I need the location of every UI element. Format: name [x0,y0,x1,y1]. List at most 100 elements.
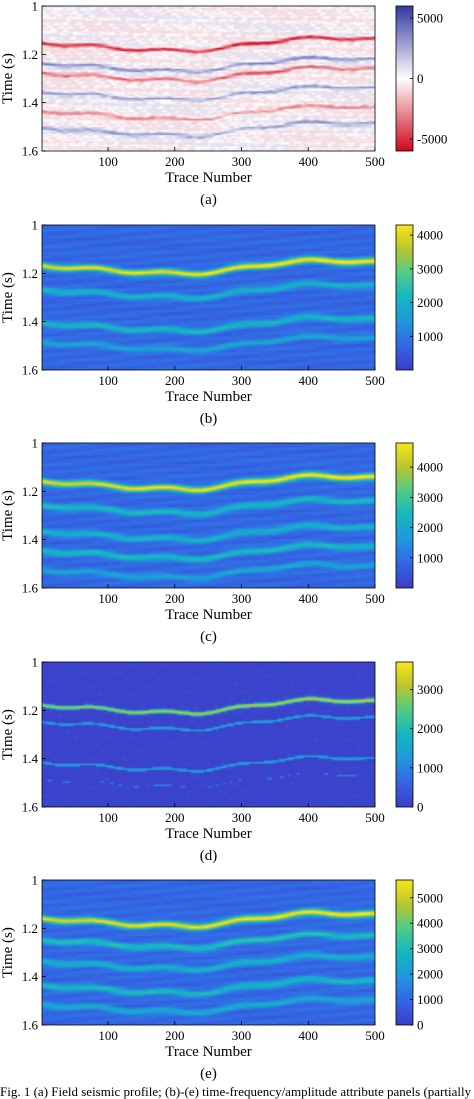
y-axis-label: Time (s) [0,927,16,978]
y-tick-label: 1.4 [22,532,39,547]
panel-label: (b) [200,411,218,427]
x-tick-label: 500 [365,1028,385,1043]
x-tick-label: 500 [365,154,385,169]
y-tick-label: 1 [32,218,39,233]
y-tick-label: 1.6 [22,144,39,159]
x-tick-label: 100 [98,154,118,169]
x-tick-label: 300 [232,373,252,388]
y-tick-label: 1.4 [22,95,39,110]
x-axis-label: Trace Number [165,1044,252,1060]
x-tick-label: 100 [98,591,118,606]
figure-caption: Fig. 1 (a) Field seismic profile; (b)-(e… [0,1085,474,1099]
x-tick-label: 200 [165,154,185,169]
y-tick-label: 1 [32,436,39,451]
colorbar-tick-label: 5000 [417,890,443,905]
y-tick-label: 1.2 [22,47,38,62]
colorbar-tick-label: 1000 [417,992,443,1007]
colorbar [396,880,413,1025]
axes-frame [41,879,376,1026]
colorbar-frame [395,442,414,589]
x-tick-label: 400 [299,154,319,169]
axes-frame [41,5,376,152]
y-tick-label: 1 [32,655,39,670]
y-tick-label: 1.4 [22,751,39,766]
y-tick-label: 1.4 [22,314,39,329]
x-axis-label: Trace Number [165,826,252,842]
colorbar-frame [395,879,414,1026]
colorbar-frame [395,224,414,371]
x-tick-label: 200 [165,591,185,606]
y-tick-label: 1 [32,873,39,888]
y-tick-label: 1.2 [22,703,38,718]
x-tick-label: 100 [98,810,118,825]
panel-4: 100 200 300 400 500 1 1.2 1.4 1.6 Trace Number Tim… [0,655,443,865]
colorbar-frame [395,661,414,808]
axes-frame [41,442,376,589]
heatmap-image [42,880,375,1025]
colorbar-tick-label: 2000 [417,721,443,736]
y-axis-label: Time (s) [0,709,16,760]
y-axis-label: Time (s) [0,272,16,323]
panel-label: (c) [200,629,217,645]
y-tick-label: 1.4 [22,969,39,984]
panel-3: 100 200 300 400 500 1 1.2 1.4 1.6 Trace Number Tim… [0,436,443,646]
x-axis-label: Trace Number [165,170,252,186]
panel-1: 100 200 300 400 500 1 1.2 1.4 1.6 Trace Number Tim… [0,0,447,208]
colorbar-tick-label: 5000 [417,11,443,26]
x-tick-label: 400 [299,591,319,606]
heatmap-image [42,225,375,370]
panel-label: (e) [200,1066,217,1082]
x-tick-label: 300 [232,810,252,825]
colorbar-tick-label: 2000 [417,967,443,982]
panel-label: (a) [200,192,217,208]
colorbar-tick-label: 1000 [417,550,443,565]
heatmap-image [42,443,375,588]
y-tick-label: 1.6 [22,800,39,815]
axes-frame [41,224,376,371]
colorbar [396,6,413,151]
colorbar-tick-label: 2000 [417,520,443,535]
heatmap-image [42,6,375,151]
x-tick-label: 500 [365,810,385,825]
heatmap-image [42,662,375,807]
colorbar [396,225,413,370]
colorbar-tick-label: 1000 [417,329,443,344]
x-tick-label: 200 [165,1028,185,1043]
y-tick-label: 1.6 [22,1018,39,1033]
y-tick-label: 1.6 [22,363,39,378]
x-axis-label: Trace Number [165,607,252,623]
axes-frame [41,661,376,808]
colorbar-tick-label: 2000 [417,295,443,310]
colorbar-tick-label: 0 [417,800,424,815]
x-tick-label: 500 [365,373,385,388]
panel-label: (d) [200,848,218,864]
colorbar-tick-label: 1000 [417,760,443,775]
colorbar-tick-label: 0 [417,1018,424,1033]
x-tick-label: 500 [365,591,385,606]
panel-2: 100 200 300 400 500 1 1.2 1.4 1.6 Trace Number Tim… [0,218,443,428]
x-tick-label: 400 [299,810,319,825]
x-tick-label: 300 [232,1028,252,1043]
x-tick-label: 300 [232,591,252,606]
y-tick-label: 1.2 [22,921,38,936]
colorbar [396,662,413,807]
x-tick-label: 200 [165,810,185,825]
colorbar-tick-label: 0 [417,71,424,86]
y-axis-label: Time (s) [0,53,16,104]
colorbar-tick-label: -5000 [417,131,447,146]
y-tick-label: 1 [32,0,39,14]
x-tick-label: 100 [98,1028,118,1043]
colorbar-tick-label: 3000 [417,941,443,956]
colorbar [396,443,413,588]
x-axis-label: Trace Number [165,389,252,405]
colorbar-tick-label: 3000 [417,682,443,697]
y-tick-label: 1.2 [22,266,38,281]
x-tick-label: 400 [299,373,319,388]
y-tick-label: 1.2 [22,484,38,499]
x-tick-label: 400 [299,1028,319,1043]
x-tick-label: 200 [165,373,185,388]
y-axis-label: Time (s) [0,490,16,541]
panel-5: 100 200 300 400 500 1 1.2 1.4 1.6 Trace Number Tim… [0,873,443,1083]
x-tick-label: 100 [98,373,118,388]
